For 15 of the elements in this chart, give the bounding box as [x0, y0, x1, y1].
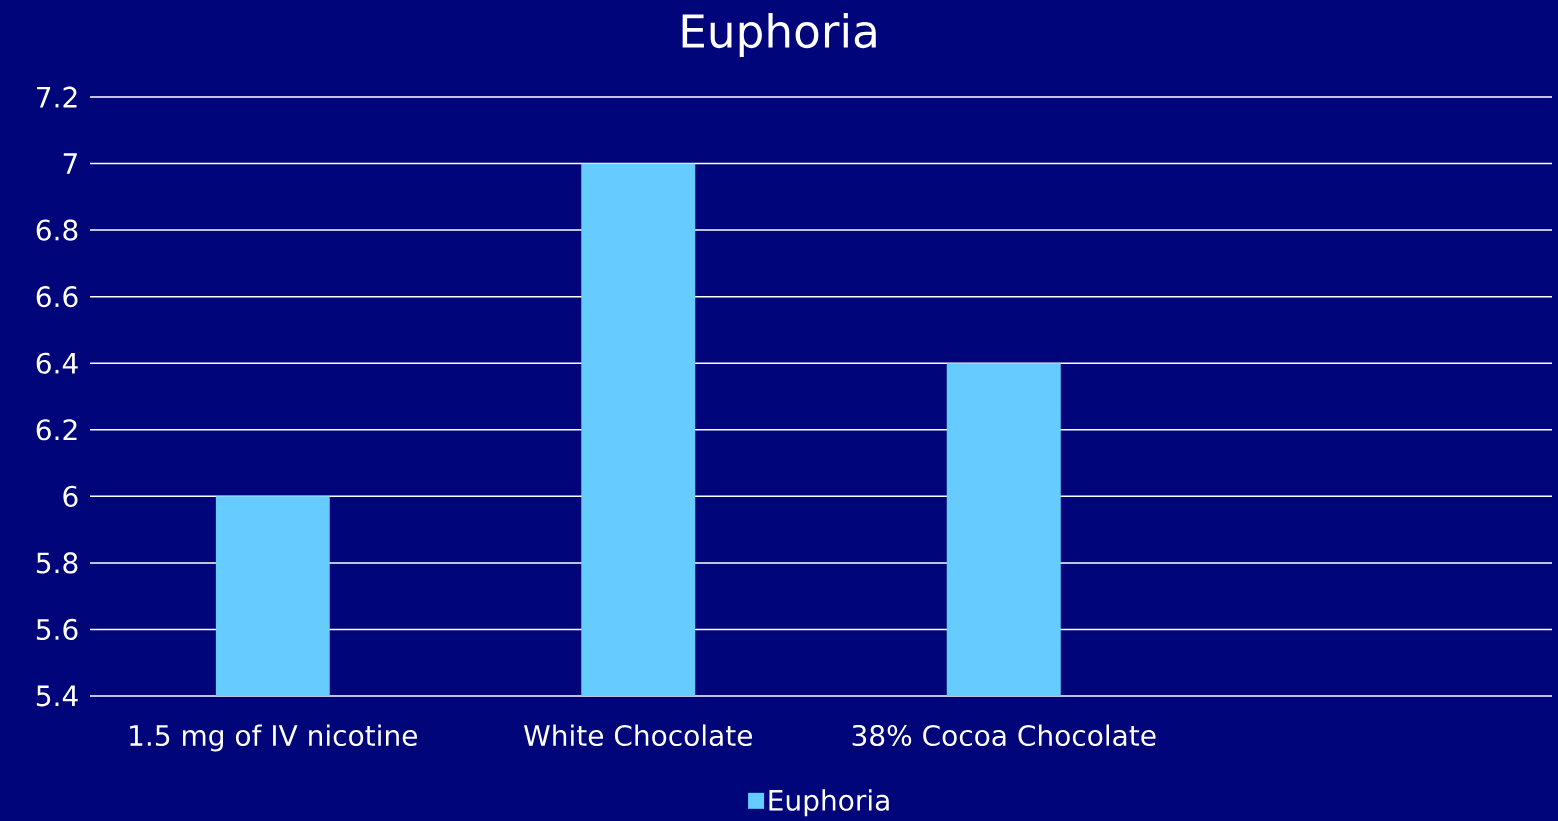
y-tick-label: 6: [63, 485, 78, 507]
y-tick-label: 7: [63, 153, 77, 174]
x-tick-label: 38% Cocoa Chocolate: [852, 724, 1156, 747]
y-tick-label: 6.6: [36, 286, 78, 308]
y-tick-label: 7.2: [37, 86, 77, 108]
legend-label: Euphoria: [769, 789, 889, 817]
x-tick-label: White Chocolate: [523, 724, 752, 747]
y-tick-label: 5.8: [36, 552, 78, 574]
y-tick-label: 5.6: [36, 618, 78, 641]
y-tick-label: 6.2: [36, 419, 77, 441]
y-tick-label: 6.4: [36, 352, 78, 374]
y-tick-label: 6.8: [36, 219, 78, 241]
y-tick-label: 5.4: [36, 685, 78, 707]
x-tick-label: 1.5 mg of IV nicotine: [130, 724, 417, 752]
chart-title: Euphoria: [682, 13, 876, 57]
